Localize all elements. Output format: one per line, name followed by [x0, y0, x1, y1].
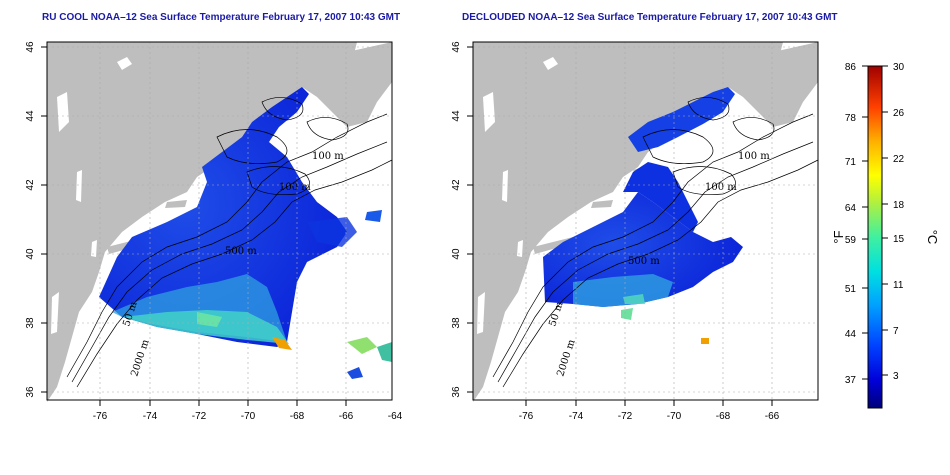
left-lat-tick: 40: [25, 248, 36, 260]
left-contour-label-1: 100 m: [312, 151, 344, 162]
right-lon-tick: -68: [716, 411, 731, 422]
right-lon-tick: -76: [519, 411, 534, 422]
right-lon-tick: -70: [667, 411, 682, 422]
left-map-panel: 100 m 100 m 500 m 50 m 2000 m -76 -74 -: [25, 41, 403, 422]
colorbar-f-tick: 86: [845, 62, 857, 73]
colorbar-c-tick: 26: [893, 108, 905, 119]
left-lat-tick: 46: [25, 41, 36, 53]
colorbar-c-tick: 7: [893, 326, 899, 337]
right-sst-field: [543, 87, 743, 344]
right-lon-tick: -66: [765, 411, 780, 422]
left-lon-tick: -74: [143, 411, 158, 422]
right-map-frame: [472, 41, 819, 401]
right-lat-tick: 36: [451, 386, 462, 398]
colorbar-f-tick: 51: [845, 284, 857, 295]
right-contour-label-2: 100 m: [705, 182, 737, 193]
left-lon-tick: -64: [388, 411, 403, 422]
colorbar-f-tick: 71: [845, 157, 857, 168]
right-lat-tick: 42: [451, 179, 462, 191]
colorbar-f-tick: 37: [845, 375, 857, 386]
right-lat-tick: 46: [451, 41, 462, 53]
left-contour-label-3: 500 m: [225, 246, 257, 257]
left-lon-tick: -66: [339, 411, 354, 422]
colorbar-celsius-label: °C: [925, 230, 940, 245]
left-contour-label-2: 100 m: [279, 182, 311, 193]
left-lat-tick: 36: [25, 386, 36, 398]
left-lon-tick: -76: [93, 411, 108, 422]
right-lat-tick: 38: [451, 317, 462, 329]
colorbar-c-tick: 3: [893, 371, 899, 382]
colorbar-c-tick: 30: [893, 62, 905, 73]
colorbar-f-tick: 64: [845, 203, 857, 214]
left-lat-tick: 42: [25, 179, 36, 191]
colorbar-gradient: [867, 65, 883, 409]
left-lon-tick: -68: [290, 411, 305, 422]
colorbar-f-tick: 59: [845, 235, 857, 246]
left-map-title: RU COOL NOAA–12 Sea Surface Temperature …: [42, 12, 401, 23]
right-lat-tick: 40: [451, 248, 462, 260]
right-lon-tick: -74: [569, 411, 584, 422]
right-map-title: DECLOUDED NOAA–12 Sea Surface Temperatur…: [462, 12, 838, 23]
left-map-frame: [46, 41, 393, 401]
colorbar: 86 78 71 64 59 51 44 37 30 26 22 18 15 1…: [831, 62, 940, 409]
left-lat-tick: 38: [25, 317, 36, 329]
right-lon-tick: -72: [618, 411, 633, 422]
left-lat-tick: 44: [25, 110, 36, 122]
colorbar-c-tick: 22: [893, 154, 905, 165]
colorbar-fahrenheit-label: °F: [831, 230, 846, 243]
right-contour-label-1: 100 m: [738, 151, 770, 162]
right-lat-tick: 44: [451, 110, 462, 122]
left-lon-tick: -70: [241, 411, 256, 422]
right-contour-label-3: 500 m: [628, 256, 660, 267]
colorbar-f-tick: 44: [845, 329, 857, 340]
colorbar-c-tick: 11: [893, 280, 904, 291]
colorbar-c-tick: 15: [893, 234, 905, 245]
right-map-panel: 100 m 100 m 500 m 50 m 2000 m -76 -74 -7…: [451, 41, 819, 422]
colorbar-f-tick: 78: [845, 113, 857, 124]
left-sst-field: [99, 87, 392, 379]
colorbar-c-tick: 18: [893, 200, 905, 211]
left-lon-tick: -72: [192, 411, 207, 422]
